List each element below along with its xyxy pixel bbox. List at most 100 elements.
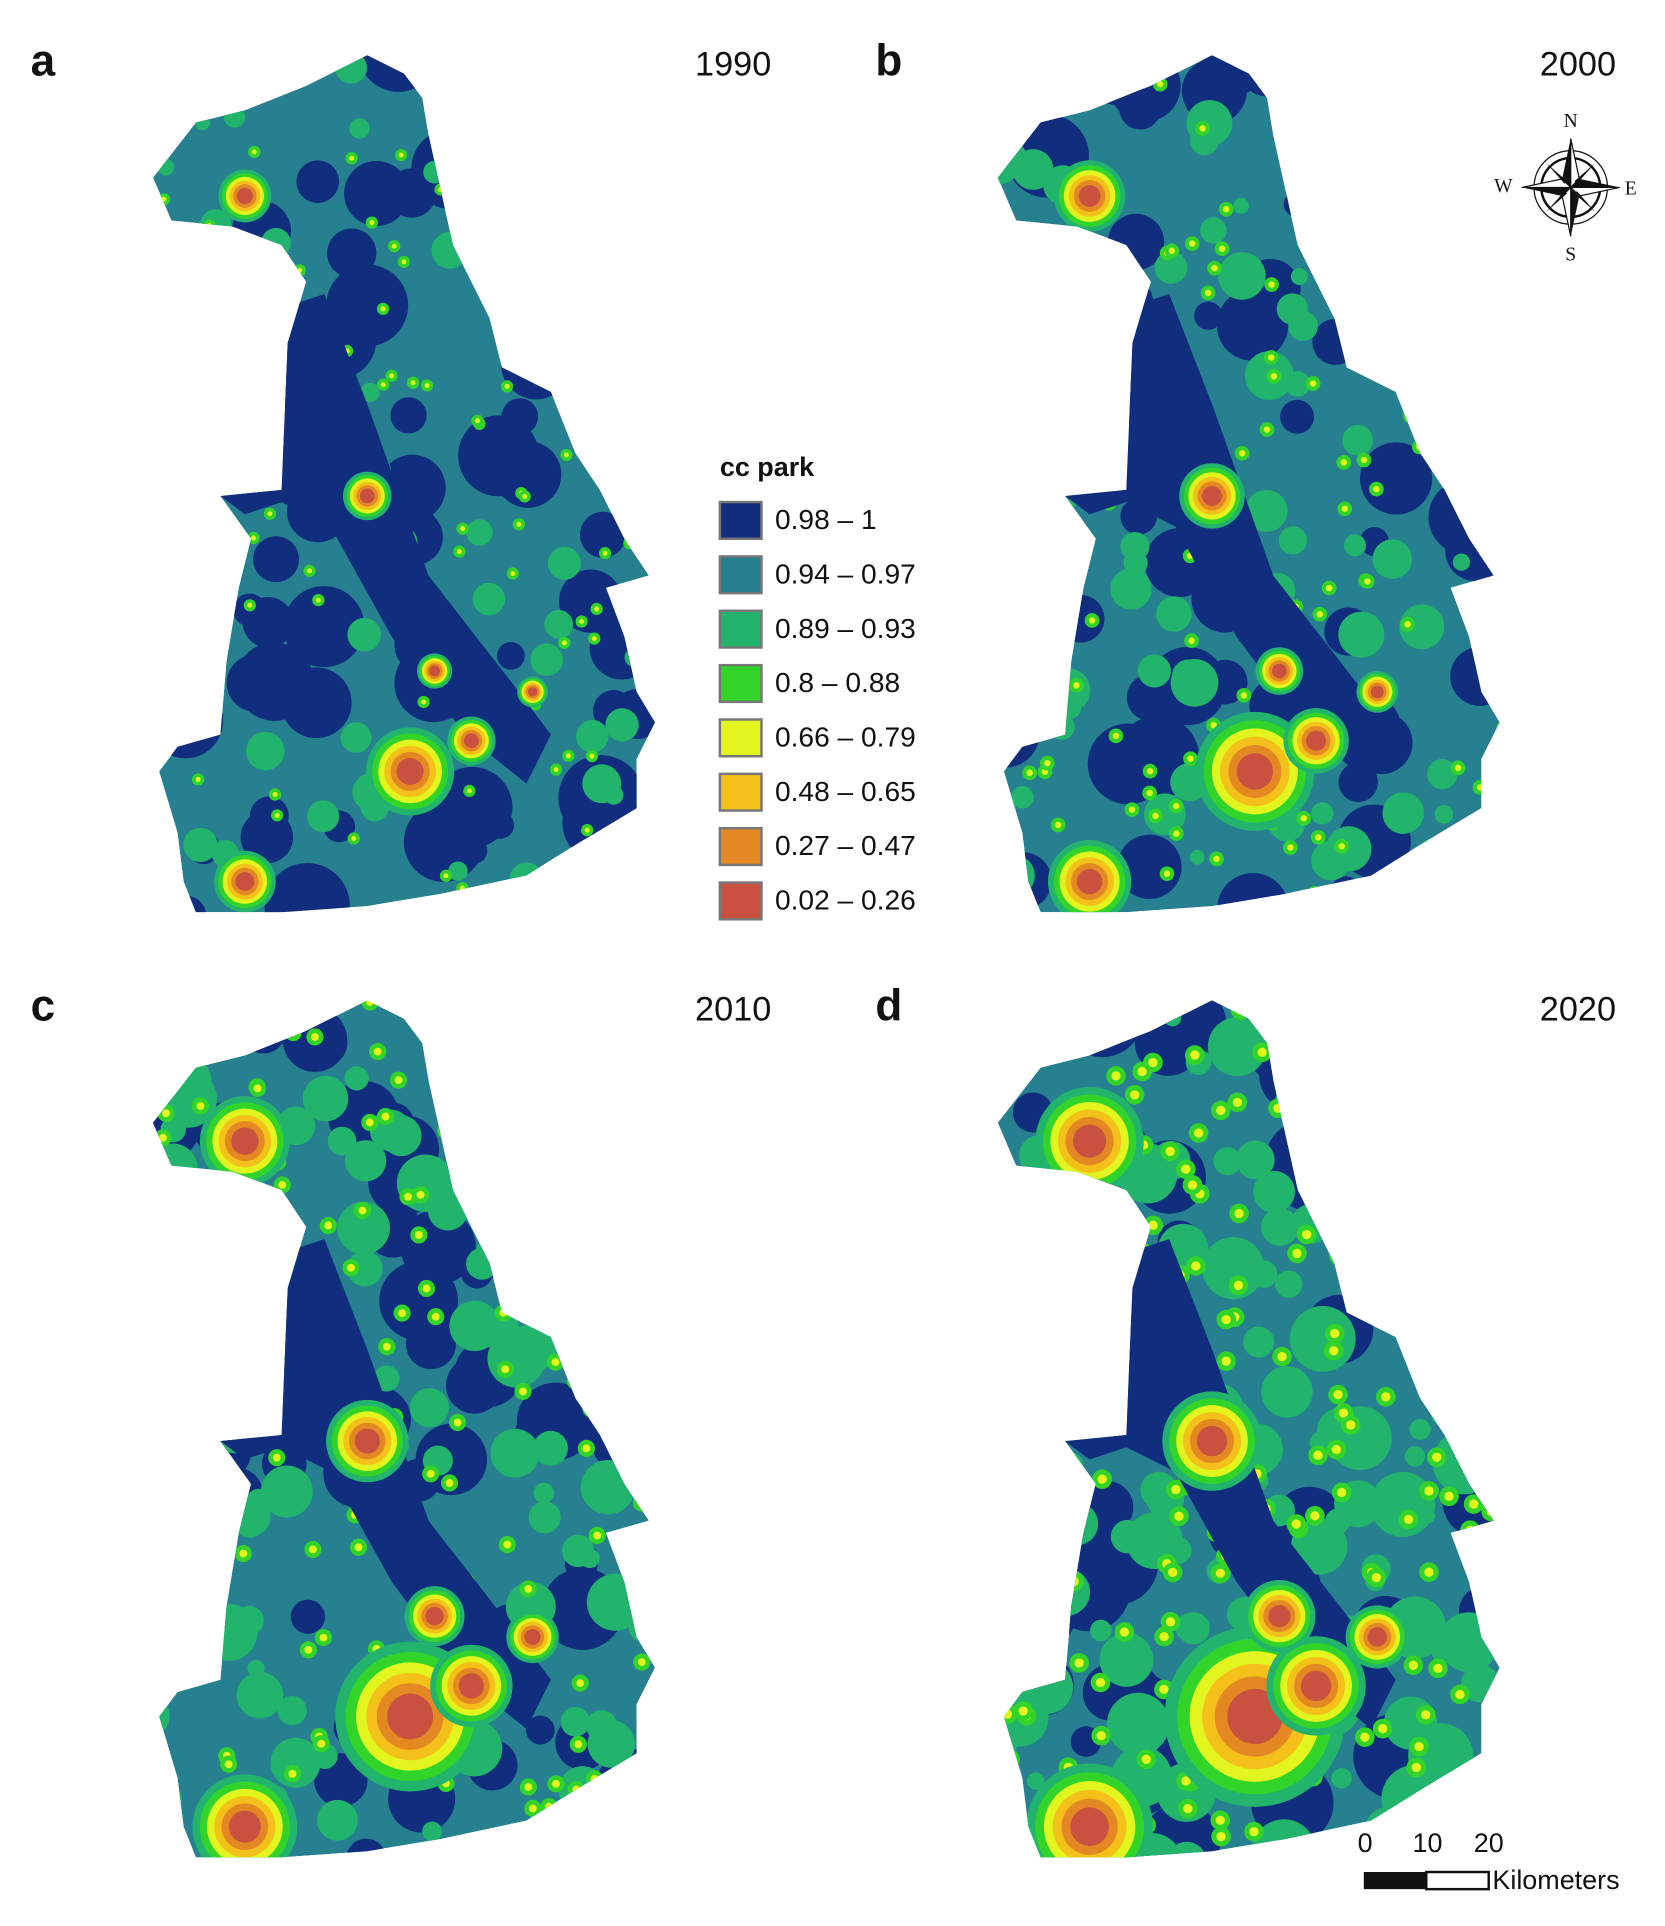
patch xyxy=(173,1262,182,1271)
patch xyxy=(1207,1017,1267,1077)
patch xyxy=(398,1309,406,1318)
patch xyxy=(251,535,257,541)
patch xyxy=(647,1328,655,1337)
patch xyxy=(223,1212,232,1220)
patch xyxy=(1167,1567,1178,1578)
patch xyxy=(1163,870,1171,877)
patch xyxy=(199,1628,217,1646)
patch xyxy=(616,1320,655,1387)
patch xyxy=(623,510,653,540)
patch xyxy=(1280,57,1287,64)
patch xyxy=(533,1482,555,1504)
compass-e: E xyxy=(1625,178,1637,199)
patch xyxy=(501,1130,519,1148)
patch xyxy=(202,1474,220,1492)
river xyxy=(220,293,551,784)
hotspot xyxy=(1300,1670,1332,1702)
patch xyxy=(1439,1786,1460,1807)
patch xyxy=(1273,1103,1283,1113)
patch xyxy=(1429,1275,1488,1334)
patch xyxy=(462,1147,480,1165)
patch xyxy=(492,1168,501,1177)
patch xyxy=(535,319,549,332)
patch xyxy=(550,55,563,66)
patch xyxy=(1276,55,1291,68)
patch xyxy=(539,323,545,329)
patch xyxy=(157,158,175,176)
patch xyxy=(1309,380,1317,387)
patch xyxy=(1366,75,1426,136)
patch xyxy=(179,1425,188,1433)
patch xyxy=(1177,1612,1210,1645)
patch xyxy=(1018,314,1045,341)
patch xyxy=(426,1469,435,1478)
patch xyxy=(652,1490,655,1498)
patch xyxy=(1035,395,1050,410)
patch xyxy=(1313,1102,1335,1124)
patch xyxy=(244,1243,265,1263)
patch xyxy=(1268,281,1275,288)
patch xyxy=(611,1076,629,1094)
patch xyxy=(641,299,647,305)
patch xyxy=(603,1789,621,1808)
patch xyxy=(205,88,218,101)
patch xyxy=(643,1747,651,1756)
patch xyxy=(365,1118,374,1127)
patch xyxy=(1360,1732,1370,1742)
patch xyxy=(1235,1005,1246,1015)
patch xyxy=(1188,637,1195,644)
patch xyxy=(582,1444,591,1453)
patch xyxy=(1494,426,1500,434)
patch xyxy=(1045,1181,1091,1227)
patch xyxy=(1221,1314,1231,1325)
patch xyxy=(584,827,590,833)
patch xyxy=(1481,1305,1500,1343)
patch xyxy=(638,295,651,308)
patch xyxy=(1240,55,1292,97)
patch xyxy=(466,1102,475,1111)
patch xyxy=(1358,346,1366,354)
patch xyxy=(1173,802,1180,810)
patch xyxy=(1099,71,1118,91)
patch xyxy=(475,418,480,424)
patch xyxy=(1251,899,1267,913)
patch xyxy=(1046,281,1061,297)
patch xyxy=(501,398,539,435)
patch xyxy=(236,1671,284,1719)
patch xyxy=(206,1478,215,1487)
patch xyxy=(297,267,303,273)
patch xyxy=(1243,1326,1275,1358)
patch xyxy=(1350,143,1358,150)
hotspot xyxy=(1236,753,1274,790)
patch xyxy=(1050,285,1057,293)
patch xyxy=(166,248,172,254)
patch xyxy=(1326,584,1333,592)
patch xyxy=(153,1694,170,1738)
patch xyxy=(551,1000,569,1005)
patch xyxy=(1341,1036,1362,1057)
patch xyxy=(1478,93,1500,130)
patch xyxy=(165,1408,174,1417)
patch xyxy=(1375,1301,1385,1311)
patch xyxy=(596,360,655,428)
patch xyxy=(327,1126,357,1156)
patch xyxy=(1240,692,1248,699)
patch xyxy=(172,85,178,91)
patch xyxy=(169,1001,178,1010)
patch xyxy=(191,1334,236,1379)
patch xyxy=(1467,372,1474,379)
patch xyxy=(997,1385,1015,1406)
patch xyxy=(600,1021,609,1030)
panel-year: 2010 xyxy=(695,990,771,1028)
patch xyxy=(1015,334,1022,342)
patch xyxy=(195,115,211,131)
patch xyxy=(1105,242,1121,258)
patch xyxy=(1372,539,1413,579)
patch xyxy=(1373,1013,1383,1023)
patch xyxy=(1379,1211,1400,1231)
patch xyxy=(174,111,188,125)
patch xyxy=(520,1143,538,1161)
patch xyxy=(534,127,591,184)
patch xyxy=(552,1779,560,1788)
patch xyxy=(197,1480,236,1519)
